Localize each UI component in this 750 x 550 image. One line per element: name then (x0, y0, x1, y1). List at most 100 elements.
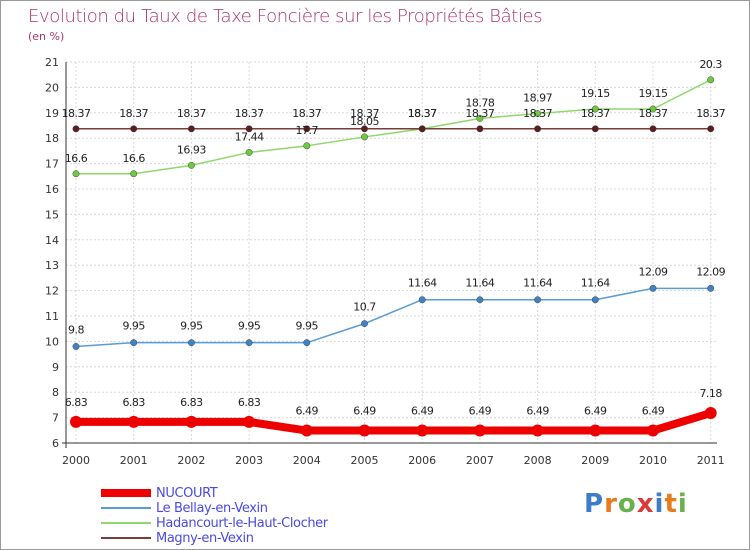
data-label: 18.37 (465, 107, 494, 120)
series-lines (72, 79, 715, 435)
data-point (72, 170, 80, 178)
y-tick-label: 13 (45, 259, 59, 272)
data-point (72, 343, 80, 350)
y-tick-label: 6 (52, 437, 59, 450)
data-label: 11.64 (581, 277, 610, 290)
data-label: 11.64 (523, 277, 552, 290)
data-label: 6.49 (469, 405, 492, 418)
data-point (245, 125, 253, 133)
series-line-0 (72, 409, 715, 435)
data-point (72, 125, 80, 133)
data-point (130, 170, 138, 178)
data-point (649, 125, 657, 133)
data-label: 18.37 (581, 107, 610, 120)
legend-label: NUCOURT (156, 485, 218, 501)
data-label: 18.78 (465, 96, 494, 109)
data-point (361, 133, 368, 141)
data-point (707, 284, 715, 292)
y-tick-label: 21 (45, 56, 59, 69)
x-tick-label: 2011 (697, 454, 725, 467)
data-label: 6.49 (584, 405, 607, 418)
data-point (534, 296, 542, 304)
data-point (476, 296, 484, 304)
legend-swatch (101, 507, 151, 509)
data-label: 12.09 (639, 265, 668, 278)
y-tick-label: 19 (45, 107, 59, 120)
data-label: 12.09 (696, 265, 725, 278)
data-label: 18.37 (292, 107, 321, 120)
data-label: 11.64 (465, 277, 494, 290)
data-point (361, 125, 368, 133)
data-label: 6.49 (296, 405, 319, 418)
data-point (303, 339, 311, 347)
legend-label: Magny-en-Vexin (156, 530, 254, 546)
data-point (647, 424, 659, 437)
legend-label: Le Bellay-en-Vexin (156, 500, 268, 516)
data-point (187, 339, 195, 347)
logo-letter: o (617, 489, 637, 519)
data-point (245, 339, 253, 347)
y-tick-label: 9 (52, 361, 59, 374)
y-tick-label: 14 (45, 234, 59, 247)
x-tick-label: 2010 (639, 454, 667, 467)
y-tick-label: 11 (45, 310, 59, 323)
data-point (418, 125, 426, 133)
chart-title: Evolution du Taux de Taxe Foncière sur l… (28, 6, 543, 27)
data-point (300, 424, 313, 437)
data-point (473, 424, 486, 437)
data-point (589, 424, 602, 437)
series-markers (70, 76, 717, 437)
data-point (361, 320, 368, 328)
x-tick-label: 2001 (120, 454, 148, 467)
data-label: 10.7 (353, 301, 376, 314)
legend-swatch (101, 489, 151, 497)
grid (66, 61, 717, 444)
y-unit-label: (en %) (28, 30, 65, 43)
data-label: 6.83 (180, 396, 203, 409)
data-label: 6.83 (238, 396, 261, 409)
data-label: 18.37 (523, 107, 552, 120)
y-tick-label: 15 (45, 208, 59, 221)
data-label: 18.97 (523, 92, 552, 105)
data-label: 11.64 (408, 277, 437, 290)
data-point (649, 105, 657, 113)
data-label: 18.37 (408, 107, 437, 120)
y-tick-label: 18 (45, 132, 59, 145)
x-tick-label: 2003 (235, 454, 263, 467)
data-point (591, 105, 599, 113)
y-tick-label: 20 (45, 81, 59, 94)
data-label: 18.37 (62, 107, 91, 120)
data-point (531, 424, 544, 437)
legend-label: Hadancourt-le-Haut-Clocher (156, 515, 328, 531)
data-point (127, 415, 140, 428)
data-label: 17.44 (235, 130, 264, 143)
data-label: 18.05 (350, 115, 379, 128)
data-label: 6.83 (65, 396, 88, 409)
x-tick-label: 2002 (177, 454, 205, 467)
data-point (476, 125, 484, 133)
data-label: 17.7 (296, 124, 319, 137)
y-tick-label: 7 (52, 412, 59, 425)
axes: 6 7 8 9 10 11 12 13 14 15 16 17 18 19 20 21 2000 2001 2002… (45, 56, 725, 467)
x-tick-label: 2000 (62, 454, 90, 467)
logo-letter: i (677, 489, 688, 519)
legend-item: Hadancourt-le-Haut-Clocher (101, 515, 328, 531)
data-point (534, 110, 542, 118)
data-point (187, 125, 195, 133)
data-point (243, 415, 256, 428)
proxiti-logo: Proxiti (584, 489, 688, 519)
legend-swatch (101, 522, 151, 524)
data-point (303, 142, 311, 150)
legend-swatch (101, 537, 151, 539)
y-tick-label: 16 (45, 183, 59, 196)
logo-letter: x (636, 489, 655, 519)
y-tick-label: 8 (52, 386, 59, 399)
x-tick-label: 2007 (466, 454, 494, 467)
data-point (130, 339, 138, 347)
data-point (591, 296, 599, 304)
data-label: 16.6 (65, 152, 88, 165)
logo-letter: r (604, 489, 618, 519)
data-label: 6.49 (411, 405, 434, 418)
data-label: 9.95 (122, 320, 145, 333)
